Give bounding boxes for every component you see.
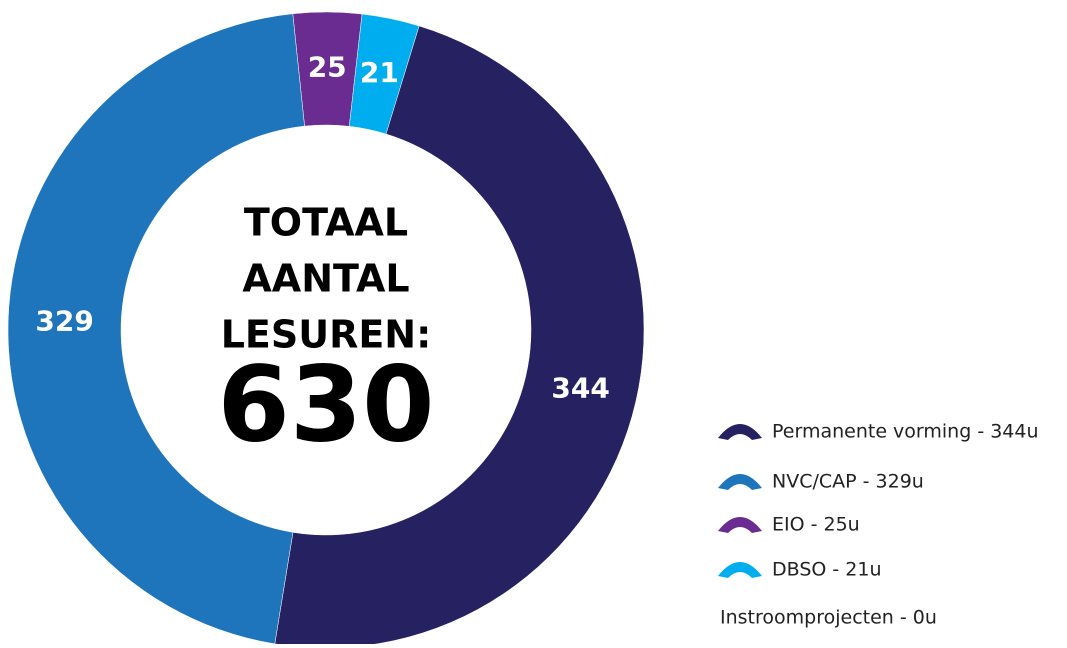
legend-swatch: [718, 474, 762, 490]
center-title: TOTAAL: [244, 201, 408, 245]
donut-slice: [7, 13, 305, 645]
data-label: 344: [551, 371, 609, 404]
legend-swatch: [718, 562, 762, 578]
legend-swatch: [718, 517, 762, 533]
legend-label: EIO - 25u: [772, 514, 860, 536]
legend-label: DBSO - 21u: [772, 559, 882, 581]
data-label: 21: [360, 56, 399, 89]
data-label: 25: [308, 51, 347, 84]
data-label: 329: [35, 305, 93, 338]
legend-label: Instroomprojecten - 0u: [720, 607, 937, 629]
center-title: LESUREN:: [221, 313, 432, 357]
legend-label: Permanente vorming - 344u: [772, 421, 1039, 443]
legend-swatch: [718, 424, 762, 440]
center-total: 630: [217, 343, 434, 465]
legend-label: NVC/CAP - 329u: [772, 471, 924, 493]
center-title: AANTAL: [242, 257, 409, 301]
